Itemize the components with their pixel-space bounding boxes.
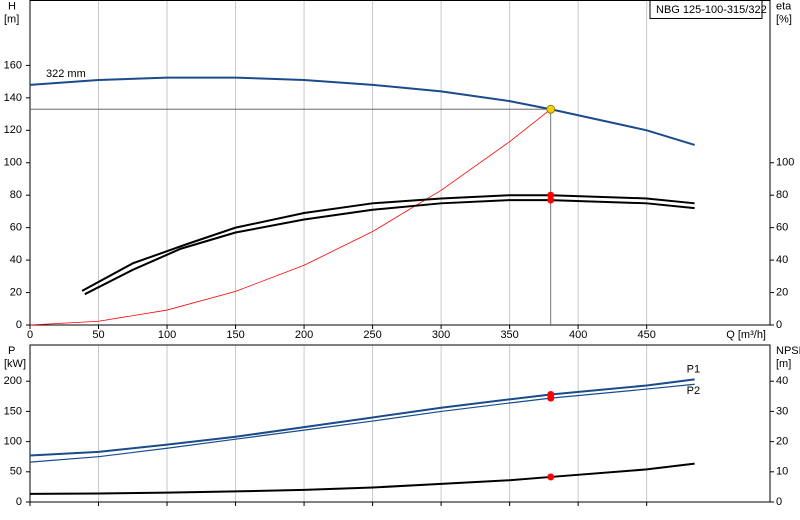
y-tick-label: 140 [4, 92, 22, 104]
y-tick-label: 160 [4, 59, 22, 71]
x-tick-label: 450 [637, 329, 655, 341]
x-tick-label: 50 [92, 329, 104, 341]
operating-marker [547, 473, 555, 481]
duty-point [546, 104, 556, 114]
y-axis-unit: [kW] [4, 358, 26, 370]
series-label: 322 mm [46, 68, 86, 80]
y-tick-label: 100 [4, 436, 22, 448]
x-tick-label: 300 [432, 329, 450, 341]
y2-tick-label: 0 [776, 319, 782, 331]
x-tick-label: 350 [500, 329, 518, 341]
y2-tick-label: 100 [776, 157, 794, 169]
y-tick-label: 50 [10, 466, 22, 478]
y2-tick-label: 0 [776, 496, 782, 508]
y2-tick-label: 10 [776, 466, 788, 478]
x-tick-label: 250 [363, 329, 381, 341]
y-tick-label: 40 [10, 254, 22, 266]
operating-marker [547, 196, 555, 204]
y2-tick-label: 20 [776, 286, 788, 298]
series-line [29, 462, 695, 495]
chart-title: NBG 125-100-315/322 [656, 4, 767, 16]
x-tick-label: 200 [295, 329, 313, 341]
y-tick-label: 20 [10, 286, 22, 298]
series-line [84, 199, 695, 296]
series-label: P2 [687, 385, 700, 397]
series-line [81, 194, 695, 292]
y2-tick-label: 40 [776, 254, 788, 266]
y2-tick-label: 60 [776, 222, 788, 234]
y2-axis-label: NPSH [776, 345, 800, 357]
y-axis-label: P [8, 345, 15, 357]
x-tick-label: 400 [569, 329, 587, 341]
series-line [29, 108, 551, 326]
y-tick-label: 150 [4, 405, 22, 417]
series-line [29, 378, 695, 457]
y2-tick-label: 40 [776, 375, 788, 387]
operating-marker [547, 394, 555, 402]
y-tick-label: 0 [16, 319, 22, 331]
x-tick-label: 150 [226, 329, 244, 341]
series-line [29, 76, 695, 146]
x-tick-label: 100 [158, 329, 176, 341]
operating-marker [547, 191, 555, 199]
plot-frame [29, 0, 771, 326]
y-axis-unit: [m] [4, 13, 19, 25]
y-tick-label: 200 [4, 375, 22, 387]
x-axis-label: Q [m³/h] [726, 329, 766, 341]
y-tick-label: 80 [10, 189, 22, 201]
series-label: P1 [687, 363, 700, 375]
y2-tick-label: 20 [776, 436, 788, 448]
y-tick-label: 0 [16, 496, 22, 508]
y2-axis-unit: [m] [776, 358, 791, 370]
y-tick-label: 120 [4, 124, 22, 136]
y-tick-label: 100 [4, 157, 22, 169]
y2-tick-label: 80 [776, 189, 788, 201]
series-line [29, 383, 695, 463]
y-axis-label: H [8, 0, 16, 12]
plot-frame [29, 344, 771, 503]
y2-axis-unit: [%] [776, 13, 792, 25]
x-tick-label: 0 [27, 329, 33, 341]
y-tick-label: 60 [10, 222, 22, 234]
y2-axis-label: eta [776, 0, 792, 12]
y2-tick-label: 30 [776, 405, 788, 417]
title-box [649, 0, 763, 19]
